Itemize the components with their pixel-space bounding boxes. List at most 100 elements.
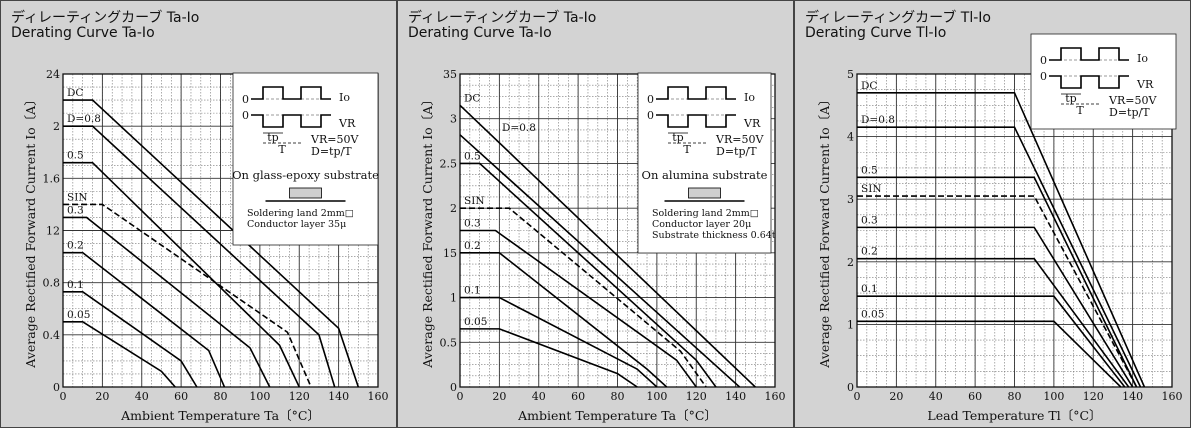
y-tick-label: 0 [847, 381, 854, 394]
series-label: D=0.8 [502, 122, 536, 134]
series-line-0-1 [857, 295, 1126, 388]
chart-svg: 0 20 40 60 80 100 120 140 160 0 1 2 3 4 5 Lead Temperat… [817, 33, 1183, 423]
series-label: DC [861, 80, 877, 92]
inset-spec-line: Conductor layer 35μ [247, 219, 346, 230]
chart-title-jp: ディレーティングカーブ Ta-Io [11, 10, 200, 26]
series-label: 0.2 [861, 246, 878, 258]
series-label: D=0.8 [67, 113, 101, 125]
x-tick-label: 120 [1083, 390, 1104, 403]
inset-io-label: Io [339, 91, 350, 104]
chart-svg: 0 20 40 60 80 100 120 140 160 0 0.5 1 15 2 2.5 3 35 Ambie… [420, 68, 786, 423]
y-tick-label: 3 [847, 193, 854, 206]
y-tick-label: 5 [847, 68, 854, 81]
series-label: 0.5 [464, 150, 481, 162]
series-line-d-0-8 [63, 125, 336, 388]
series-label: 0.5 [67, 150, 84, 162]
series-label: 0.2 [464, 240, 481, 252]
inset-substrate: On glass-epoxy substrate [232, 168, 379, 182]
inset-vr-value: VR=50V [310, 133, 359, 146]
inset-io-label: Io [1137, 52, 1148, 65]
y-tick-label: 1 [450, 292, 457, 305]
x-tick-label: 60 [571, 390, 585, 403]
x-tick-label: 140 [725, 390, 746, 403]
series-line-0-3 [460, 229, 697, 388]
series-label: 0.1 [861, 283, 878, 295]
y-axis-label: Average Rectified Forward Current Io〔A〕 [23, 93, 38, 368]
x-tick-label: 140 [328, 390, 349, 403]
series-label: 0.3 [67, 204, 84, 216]
series-label: 0.2 [67, 240, 84, 252]
x-tick-label: 60 [968, 390, 982, 403]
inset-t-label: T [683, 143, 691, 156]
chart-title: Derating Curve Tl-Io [805, 25, 947, 41]
inset-tp-label: tp [672, 131, 683, 144]
y-tick-label: 1 [847, 318, 854, 331]
y-tick-label: 0.5 [440, 336, 458, 349]
chart-title: Derating Curve Ta-Io [408, 25, 552, 41]
series-line-0-05 [857, 320, 1122, 388]
series-line-sin [63, 203, 312, 388]
x-tick-label: 80 [1008, 390, 1022, 403]
series-label: D=0.8 [861, 114, 895, 126]
y-tick-label: 24 [46, 68, 60, 81]
chart-panel-tl-io: ディレーティングカーブ Tl-Io Derating Curve Tl-Io 0… [794, 0, 1191, 428]
inset-zero-vr: 0 [242, 109, 249, 122]
series-group: DC D=0.8 0.5 SIN 0.3 0.2 0.1 0.05 [857, 80, 1146, 388]
x-axis-label: Ambient Temperature Ta〔°C〕 [120, 408, 320, 423]
y-tick-label: 35 [443, 68, 457, 81]
inset-spec-line: Conductor layer 20μ [652, 219, 751, 230]
x-tick-label: 40 [532, 390, 546, 403]
x-tick-label: 80 [214, 390, 228, 403]
inset-vr-label: VR [338, 117, 356, 130]
x-tick-label: 60 [174, 390, 188, 403]
inset-tp-label: tp [1065, 92, 1076, 105]
y-tick-label: 2.5 [440, 157, 458, 170]
chart-panel-ta-io-glass-epoxy: ディレーティングカーブ Ta-Io Derating Curve Ta-Io 0… [0, 0, 397, 428]
series-line-d-0-8 [459, 134, 741, 388]
inset-spec-line: Soldering land 2mm□ [247, 208, 354, 219]
x-tick-label: 40 [929, 390, 943, 403]
y-tick-label: 2 [53, 120, 60, 133]
series-label: 0.05 [67, 309, 90, 321]
inset-frame [1030, 33, 1177, 130]
y-tick-label: 4 [847, 131, 854, 144]
series-line-0-5 [460, 162, 717, 388]
series-line-d-0-8 [857, 126, 1142, 388]
plot-frame [856, 73, 1173, 388]
series-line-dc [459, 104, 756, 388]
y-axis-label: Average Rectified Forward Current Io〔A〕 [817, 93, 832, 368]
x-tick-label: 20 [492, 390, 506, 403]
y-tick-label: 3 [450, 113, 457, 126]
series-line-0-3 [857, 226, 1134, 388]
inset-zero-vr: 0 [1040, 70, 1047, 83]
series-line-0-3 [63, 216, 271, 388]
x-tick-label: 140 [1122, 390, 1143, 403]
series-label: 0.1 [67, 279, 84, 291]
x-tick-label: 100 [646, 390, 667, 403]
y-tick-label: 0.4 [43, 329, 61, 342]
inset-vr-value: VR=50V [1108, 94, 1157, 107]
y-axis-label: Average Rectified Forward Current Io〔A〕 [420, 93, 435, 368]
series-line-dc [857, 91, 1146, 388]
vr-waveform [1049, 75, 1129, 89]
x-tick-label: 40 [135, 390, 149, 403]
series-label: SIN [861, 183, 882, 195]
x-axis-label: Lead Temperature Tl〔°C〕 [927, 408, 1101, 423]
inset-spec-line: Soldering land 2mm□ [652, 208, 759, 219]
y-tick-label: 2 [450, 202, 457, 215]
series-label: 0.3 [861, 214, 878, 226]
inset-zero-io: 0 [1040, 54, 1047, 67]
x-tick-label: 20 [95, 390, 109, 403]
x-tick-label: 0 [457, 390, 464, 403]
y-tick-label: 1.6 [43, 172, 61, 185]
inset-duty: D=tp/T [1109, 106, 1150, 119]
series-label: SIN [67, 191, 88, 203]
series-line-0-05 [460, 328, 638, 388]
chart-title-jp: ディレーティングカーブ Tl-Io [805, 10, 991, 26]
x-tick-label: 0 [854, 390, 861, 403]
vr-waveform [656, 114, 736, 128]
y-tick-label: 2 [847, 256, 854, 269]
